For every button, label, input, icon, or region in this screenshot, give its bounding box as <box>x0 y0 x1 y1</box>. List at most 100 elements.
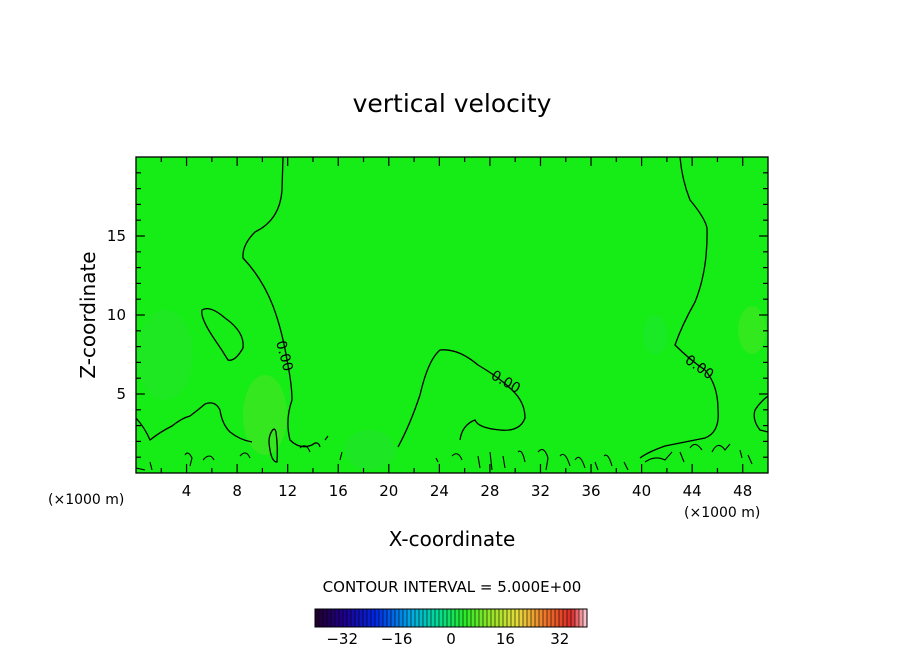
colorbar-cell <box>359 609 364 627</box>
colorbar-cell <box>579 609 584 627</box>
x-tick-label: 20 <box>379 482 398 500</box>
colorbar-cell <box>339 609 344 627</box>
colorbar-cell <box>459 609 464 627</box>
colorbar-cell <box>371 609 376 627</box>
shade-blob <box>643 315 667 355</box>
colorbar-tick-label: −32 <box>326 630 358 648</box>
colorbar-cell <box>479 609 484 627</box>
colorbar-cell <box>331 609 336 627</box>
colorbar-cell <box>467 609 472 627</box>
colorbar-cell <box>535 609 540 627</box>
colorbar-cell <box>559 609 564 627</box>
colorbar-cell <box>351 609 356 627</box>
plot-area: 0.00 0.00 0.00 <box>135 156 769 474</box>
colorbar <box>314 608 588 628</box>
x-tick-label: 4 <box>182 482 192 500</box>
colorbar-ticks: −32 −16 0 16 32 <box>326 630 569 648</box>
colorbar-tick-label: 16 <box>496 630 515 648</box>
colorbar-cell <box>563 609 568 627</box>
colorbar-cell <box>515 609 520 627</box>
x-tick-label: 40 <box>632 482 651 500</box>
colorbar-cell <box>355 609 360 627</box>
colorbar-cell <box>455 609 460 627</box>
colorbar-cell <box>403 609 408 627</box>
contour-line <box>435 443 753 471</box>
colorbar-tick-label: 0 <box>446 630 456 648</box>
x-tick-label: 44 <box>683 482 702 500</box>
colorbar-cell <box>567 609 572 627</box>
x-axis: 4 8 12 16 20 24 28 32 36 40 44 48 <box>160 157 752 500</box>
x-tick-label: 48 <box>733 482 752 500</box>
colorbar-cell <box>451 609 456 627</box>
chart-title: vertical velocity <box>353 89 552 118</box>
y-tick-label: 15 <box>107 227 126 245</box>
colorbar-cell <box>531 609 536 627</box>
colorbar-cell <box>475 609 480 627</box>
y-tick-label: 5 <box>116 385 126 403</box>
colorbar-cell <box>423 609 428 627</box>
colorbar-cell <box>375 609 380 627</box>
colorbar-cell <box>555 609 560 627</box>
shade-blob <box>137 310 193 400</box>
contour-line <box>397 349 526 448</box>
colorbar-cell <box>551 609 556 627</box>
colorbar-cell <box>539 609 544 627</box>
colorbar-cell <box>431 609 436 627</box>
zero-contours <box>135 156 769 471</box>
colorbar-cell <box>347 609 352 627</box>
colorbar-cell <box>419 609 424 627</box>
x-unit-right: (×1000 m) <box>684 505 760 521</box>
x-tick-label: 16 <box>329 482 348 500</box>
colorbar-cell <box>483 609 488 627</box>
x-axis-label: X-coordinate <box>389 527 516 551</box>
colorbar-cell <box>499 609 504 627</box>
x-tick-label: 24 <box>430 482 449 500</box>
colorbar-cell <box>571 609 576 627</box>
colorbar-cell <box>315 609 320 627</box>
contour-label: 0.00 <box>272 339 296 373</box>
x-tick-label: 28 <box>480 482 499 500</box>
colorbar-cell <box>463 609 468 627</box>
colorbar-cell <box>447 609 452 627</box>
colorbar-cell <box>527 609 532 627</box>
colorbar-cell <box>407 609 412 627</box>
colorbar-cell <box>343 609 348 627</box>
colorbar-cell <box>411 609 416 627</box>
y-axis-label: Z-coordinate <box>76 251 100 378</box>
x-tick-label: 32 <box>531 482 550 500</box>
colorbar-cell <box>335 609 340 627</box>
colorbar-cell <box>439 609 444 627</box>
colorbar-frame <box>314 608 588 628</box>
colorbar-cell <box>543 609 548 627</box>
contour-line <box>135 435 343 471</box>
colorbar-tick-label: 32 <box>550 630 569 648</box>
contour-line <box>201 307 244 361</box>
colorbar-cell <box>511 609 516 627</box>
colorbar-cell <box>503 609 508 627</box>
colorbar-cell <box>379 609 384 627</box>
colorbar-cell <box>487 609 492 627</box>
colorbar-cell <box>547 609 552 627</box>
colorbar-cell <box>363 609 368 627</box>
colorbar-cell <box>399 609 404 627</box>
colorbar-cell <box>435 609 440 627</box>
contour-fill <box>136 157 768 473</box>
colorbar-cell <box>583 609 588 627</box>
colorbar-cell <box>367 609 372 627</box>
contour-line <box>268 428 278 463</box>
colorbar-cell <box>391 609 396 627</box>
colorbar-cell <box>427 609 432 627</box>
colorbar-cell <box>415 609 420 627</box>
contour-line <box>135 402 253 443</box>
shade-blob <box>345 430 395 470</box>
y-tick-label: 10 <box>107 306 126 324</box>
colorbar-cell <box>383 609 388 627</box>
y-axis: 5 10 15 <box>107 172 768 458</box>
colorbar-cell <box>507 609 512 627</box>
shade-blob <box>738 306 766 354</box>
contour-line <box>639 156 719 459</box>
colorbar-cell <box>327 609 332 627</box>
colorbar-cell <box>395 609 400 627</box>
x-unit-left: (×1000 m) <box>48 492 124 508</box>
